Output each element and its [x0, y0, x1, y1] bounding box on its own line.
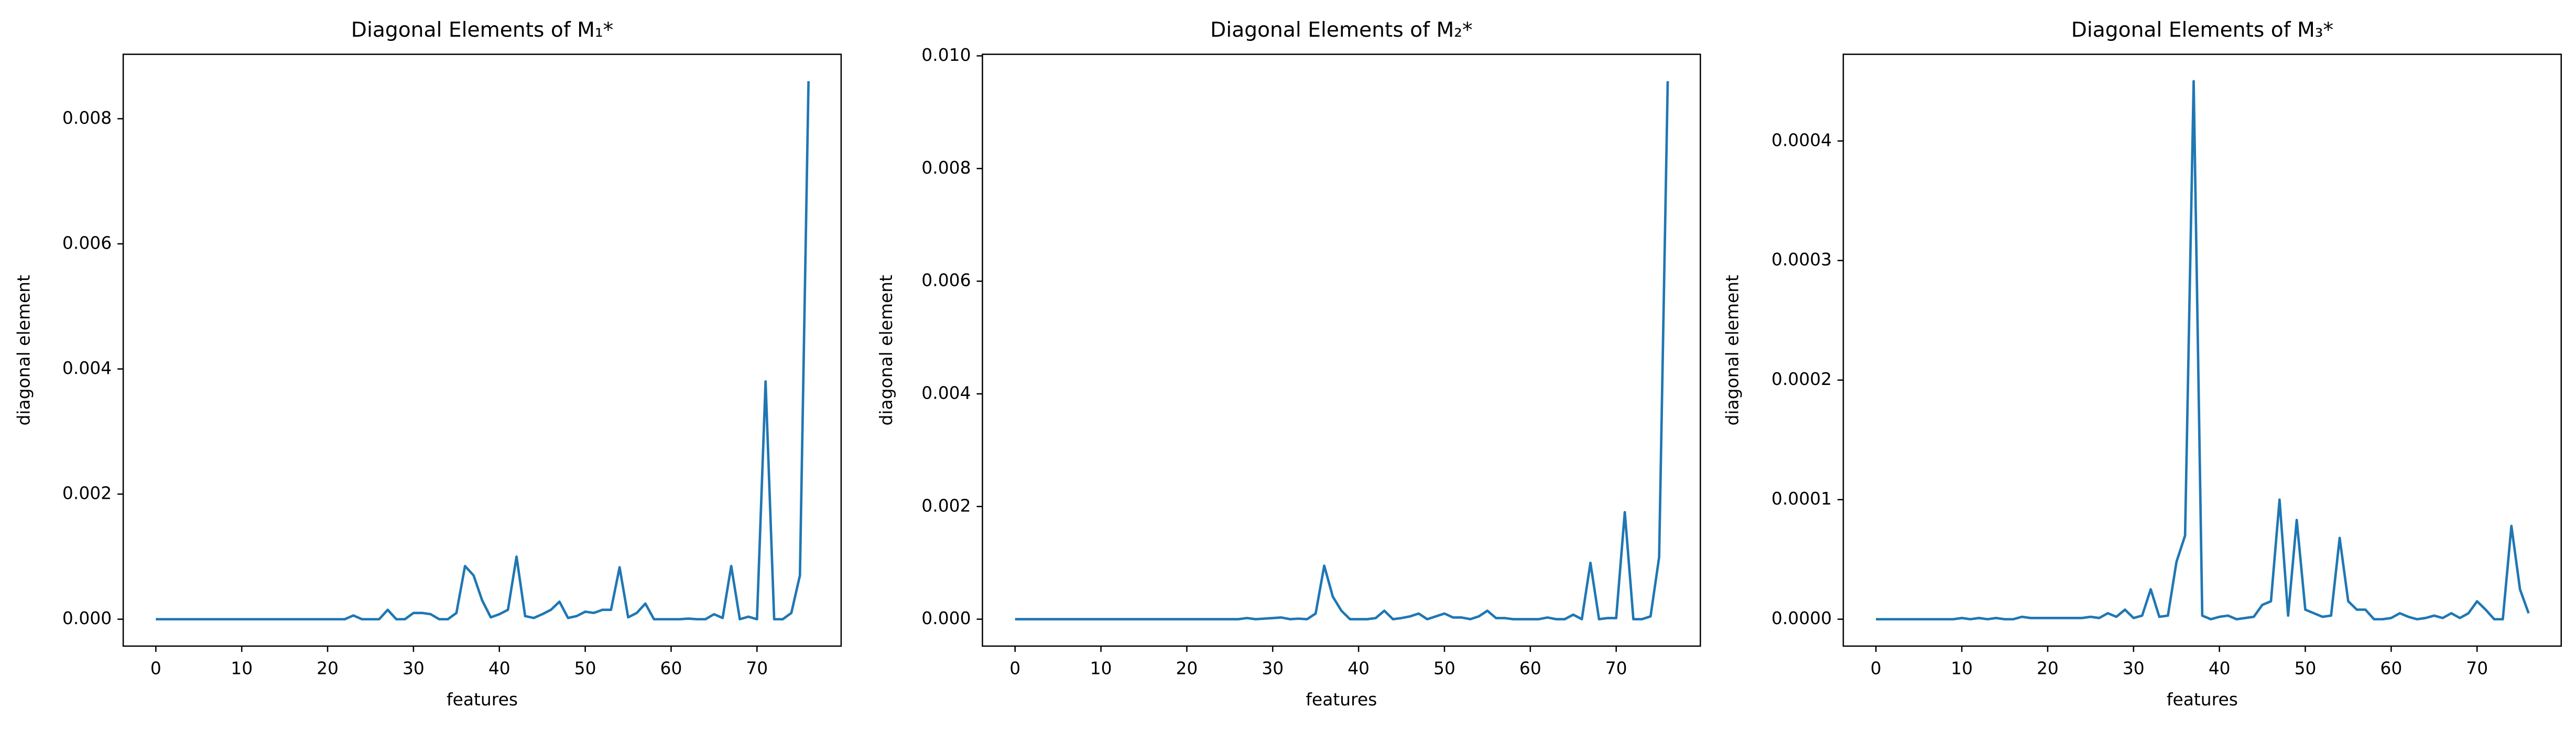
y-tick-label: 0.010: [921, 45, 971, 65]
x-tick-label: 30: [403, 658, 425, 678]
x-tick-label: 40: [1347, 658, 1369, 678]
chart-title: Diagonal Elements of M₁*: [351, 18, 613, 42]
x-tick-label: 10: [231, 658, 253, 678]
y-tick-label: 0.006: [921, 270, 971, 291]
y-tick-label: 0.0004: [1771, 130, 1832, 150]
x-tick-label: 60: [2380, 658, 2402, 678]
y-tick-label: 0.008: [62, 108, 112, 128]
chart-title: Diagonal Elements of M₂*: [1210, 18, 1472, 42]
x-tick-label: 0: [1009, 658, 1020, 678]
x-tick-label: 70: [2466, 658, 2488, 678]
x-tick-label: 70: [746, 658, 768, 678]
x-tick-label: 20: [317, 658, 339, 678]
y-axis-label: diagonal element: [876, 275, 896, 426]
x-axis-label: features: [2167, 689, 2238, 710]
axes-frame: [1842, 53, 2562, 647]
data-line: [1015, 81, 1669, 620]
x-tick-label: 50: [2295, 658, 2317, 678]
y-axis-label: diagonal element: [14, 275, 34, 426]
y-tick-label: 0.0001: [1771, 488, 1832, 509]
x-tick-label: 30: [1262, 658, 1284, 678]
x-axis-label: features: [1306, 689, 1377, 710]
x-tick-label: 0: [1871, 658, 1882, 678]
x-tick-label: 10: [1090, 658, 1112, 678]
x-tick-label: 10: [1951, 658, 1973, 678]
y-tick-label: 0.002: [62, 483, 112, 503]
data-line: [1876, 80, 2530, 621]
x-tick-label: 20: [2037, 658, 2059, 678]
y-tick-label: 0.0003: [1771, 249, 1832, 270]
x-tick-label: 70: [1605, 658, 1627, 678]
y-tick-label: 0.000: [921, 608, 971, 628]
axes-frame: [982, 53, 1701, 647]
x-tick-label: 40: [488, 658, 510, 678]
y-tick-label: 0.002: [921, 495, 971, 516]
x-tick-label: 30: [2123, 658, 2145, 678]
x-axis-label: features: [447, 689, 518, 710]
x-tick-label: 20: [1176, 658, 1198, 678]
chart-title: Diagonal Elements of M₃*: [2071, 18, 2333, 42]
x-tick-label: 0: [150, 658, 161, 678]
y-tick-label: 0.0000: [1771, 608, 1832, 628]
y-tick-label: 0.004: [62, 358, 112, 378]
x-tick-label: 40: [2209, 658, 2231, 678]
y-tick-label: 0.006: [62, 232, 112, 253]
axes-frame: [122, 53, 842, 647]
x-tick-label: 60: [660, 658, 682, 678]
x-tick-label: 50: [1433, 658, 1455, 678]
data-line: [156, 81, 810, 621]
y-tick-label: 0.000: [62, 608, 112, 628]
y-axis-label: diagonal element: [1722, 275, 1742, 426]
x-tick-label: 50: [574, 658, 596, 678]
x-tick-label: 60: [1519, 658, 1541, 678]
y-tick-label: 0.008: [921, 157, 971, 178]
y-tick-label: 0.0002: [1771, 369, 1832, 389]
y-tick-label: 0.004: [921, 382, 971, 403]
